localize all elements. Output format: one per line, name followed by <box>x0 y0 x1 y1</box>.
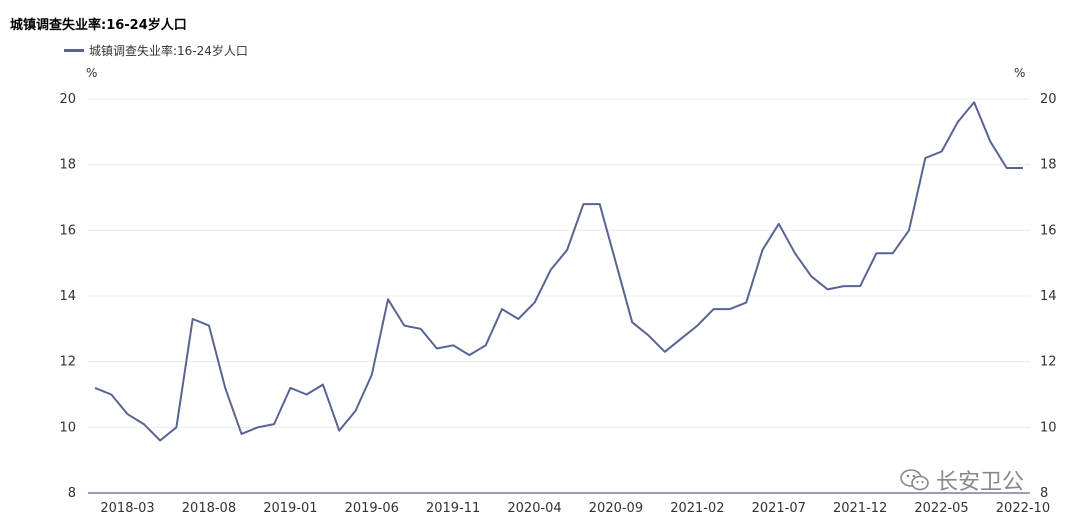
data-point[interactable] <box>580 201 586 207</box>
y-tick-label: 16 <box>59 223 76 238</box>
y-axis-unit: % <box>86 66 97 80</box>
data-point[interactable] <box>92 385 98 391</box>
data-point[interactable] <box>190 316 196 322</box>
legend[interactable]: 城镇调查失业率:16-24岁人口 <box>64 42 248 59</box>
data-point[interactable] <box>157 437 163 443</box>
data-point[interactable] <box>955 119 961 125</box>
data-point[interactable] <box>483 342 489 348</box>
data-point[interactable] <box>987 139 993 145</box>
data-point[interactable] <box>922 155 928 161</box>
data-point[interactable] <box>141 421 147 427</box>
data-point[interactable] <box>825 286 831 292</box>
x-tick-label: 2019-01 <box>263 501 317 516</box>
y-tick-label-right: 8 <box>1040 486 1048 501</box>
axes: 8 8 10 10 12 12 14 14 16 16 18 18 20 20% % 2018-03 2018-… <box>59 66 1056 516</box>
x-tick-label: 2020-09 <box>589 501 643 516</box>
data-point[interactable] <box>873 250 879 256</box>
y-tick-label: 18 <box>59 158 76 173</box>
data-point[interactable] <box>385 296 391 302</box>
data-point[interactable] <box>450 342 456 348</box>
y-tick-label-right: 10 <box>1040 420 1057 435</box>
data-point[interactable] <box>629 319 635 325</box>
gridlines <box>88 98 1030 428</box>
data-point[interactable] <box>613 260 619 266</box>
x-tick-label: 2019-11 <box>426 501 480 516</box>
data-point[interactable] <box>239 431 245 437</box>
x-tick-label: 2022-10 <box>996 501 1050 516</box>
data-point[interactable] <box>1020 165 1026 171</box>
data-point[interactable] <box>646 332 652 338</box>
data-point[interactable] <box>287 385 293 391</box>
data-point[interactable] <box>369 372 375 378</box>
x-tick-label: 2021-02 <box>670 501 724 516</box>
data-point[interactable] <box>1004 165 1010 171</box>
data-point[interactable] <box>939 149 945 155</box>
data-point[interactable] <box>222 385 228 391</box>
y-tick-label: 10 <box>59 420 76 435</box>
data-point[interactable] <box>727 306 733 312</box>
data-point[interactable] <box>466 352 472 358</box>
data-point[interactable] <box>271 421 277 427</box>
y-tick-label: 8 <box>68 486 76 501</box>
data-point[interactable] <box>125 411 131 417</box>
x-tick-label: 2020-04 <box>507 501 561 516</box>
legend-swatch <box>64 49 84 52</box>
data-point[interactable] <box>320 382 326 388</box>
data-point[interactable] <box>401 323 407 329</box>
x-tick-label: 2019-06 <box>345 501 399 516</box>
data-point[interactable] <box>906 227 912 233</box>
y-tick-label: 12 <box>59 355 76 370</box>
data-point[interactable] <box>971 99 977 105</box>
x-tick-label: 2018-03 <box>100 501 154 516</box>
data-point[interactable] <box>711 306 717 312</box>
wechat-icon <box>900 469 929 491</box>
y-axis-unit-right: % <box>1014 66 1025 80</box>
data-point[interactable] <box>841 283 847 289</box>
watermark: 长安卫公 <box>900 464 1024 496</box>
y-tick-label-right: 18 <box>1040 158 1057 173</box>
data-point[interactable] <box>694 323 700 329</box>
data-point[interactable] <box>759 247 765 253</box>
data-point[interactable] <box>597 201 603 207</box>
data-point[interactable] <box>743 300 749 306</box>
data-point[interactable] <box>418 326 424 332</box>
data-point[interactable] <box>792 250 798 256</box>
data-point[interactable] <box>515 316 521 322</box>
data-point[interactable] <box>564 247 570 253</box>
data-point[interactable] <box>206 323 212 329</box>
legend-label: 城镇调查失业率:16-24岁人口 <box>89 44 248 58</box>
y-tick-label-right: 12 <box>1040 355 1057 370</box>
data-point[interactable] <box>678 336 684 342</box>
series-layer <box>92 99 1026 443</box>
data-point[interactable] <box>662 349 668 355</box>
y-tick-label: 14 <box>59 289 76 304</box>
y-tick-label: 20 <box>59 92 76 107</box>
y-tick-label-right: 16 <box>1040 223 1057 238</box>
data-point[interactable] <box>499 306 505 312</box>
y-tick-label-right: 20 <box>1040 92 1057 107</box>
data-point[interactable] <box>434 346 440 352</box>
data-point[interactable] <box>532 300 538 306</box>
data-point[interactable] <box>336 428 342 434</box>
data-point[interactable] <box>890 250 896 256</box>
data-point[interactable] <box>548 267 554 273</box>
series-line[interactable] <box>94 101 1023 442</box>
data-point[interactable] <box>776 221 782 227</box>
data-point[interactable] <box>857 283 863 289</box>
data-point[interactable] <box>255 424 261 430</box>
data-point[interactable] <box>173 424 179 430</box>
data-point[interactable] <box>108 392 114 398</box>
data-point[interactable] <box>304 392 310 398</box>
data-point[interactable] <box>352 408 358 414</box>
x-tick-label: 2018-08 <box>182 501 236 516</box>
x-tick-label: 2022-05 <box>914 501 968 516</box>
data-point[interactable] <box>808 273 814 279</box>
y-tick-label-right: 14 <box>1040 289 1057 304</box>
x-tick-label: 2021-07 <box>752 501 806 516</box>
chart-title: 城镇调查失业率:16-24岁人口 <box>10 18 187 33</box>
x-tick-label: 2021-12 <box>833 501 887 516</box>
watermark-text: 长安卫公 <box>936 470 1025 495</box>
